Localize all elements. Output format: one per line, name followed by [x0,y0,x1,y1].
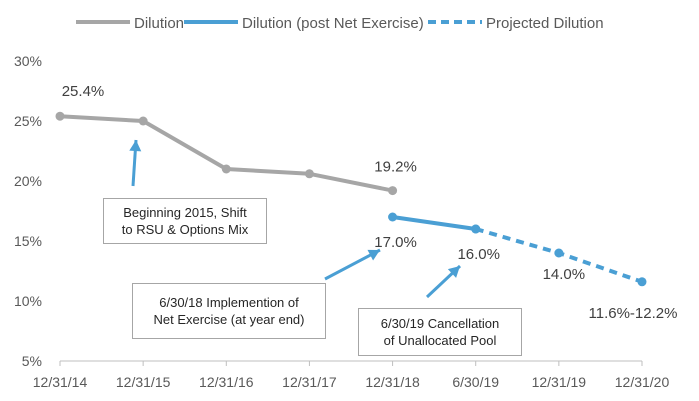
y-tick-label: 5% [22,353,42,369]
legend-label-2: Dilution (post Net Exercise) [242,15,424,32]
x-tick-label: 12/31/18 [365,374,420,390]
chart-legend: Dilution Dilution (post Net Exercise) Proj… [76,15,604,32]
series-point-1 [138,116,148,126]
arrow-net-exercise-head [367,249,380,261]
y-tick-label: 30% [14,53,42,69]
series-point-1 [221,164,231,174]
x-tick-label: 12/31/15 [116,374,171,390]
y-tick-label: 15% [14,233,42,249]
annotation-net-exercise: 6/30/18 Implemention of Net Exercise (at… [132,283,326,339]
x-tick-label: 12/31/16 [199,374,254,390]
series-point-3 [554,248,564,258]
y-tick-label: 25% [14,113,42,129]
arrow-pool-cancellation-head [447,266,460,278]
annotation-arrows [129,139,462,299]
data-label: 17.0% [374,234,417,251]
y-tick-label: 20% [14,173,42,189]
series-point-3 [471,224,481,234]
x-tick-label: 6/30/19 [452,374,499,390]
legend-label-1: Dilution [134,15,184,32]
annotation-rsu-shift: Beginning 2015, Shift to RSU & Options M… [103,198,267,244]
data-label: 14.0% [543,266,586,283]
x-tick-label: 12/31/19 [532,374,587,390]
legend-label-3: Projected Dilution [486,15,604,32]
arrow-rsu-shift-head [129,140,142,152]
x-tick-label: 12/31/17 [282,374,337,390]
data-label: 19.2% [374,159,417,176]
annotation-pool-cancellation: 6/30/19 Cancellation of Unallocated Pool [358,308,522,356]
x-tick-label: 12/31/14 [33,374,88,390]
y-tick-label: 10% [14,293,42,309]
series-line-2 [390,215,478,231]
series-point-1 [55,111,65,121]
data-label: 11.6%-12.2% [589,305,678,322]
data-label: 25.4% [62,83,105,100]
data-label: 16.0% [457,246,500,263]
chart-axes: 12/31/14 12/31/15 12/31/16 12/31/17 12/31/18… [14,53,669,390]
x-tick-label: 12/31/20 [615,374,670,390]
series-point-2 [388,212,398,222]
series-point-1 [304,169,314,179]
series-line-1 [58,114,395,193]
series-point-3 [637,277,647,287]
data-labels: 25.4% 19.2% 17.0% 16.0% 14.0% 11.6%-12.2% [62,83,678,322]
series-point-1 [388,186,398,196]
chart-series [55,111,647,287]
